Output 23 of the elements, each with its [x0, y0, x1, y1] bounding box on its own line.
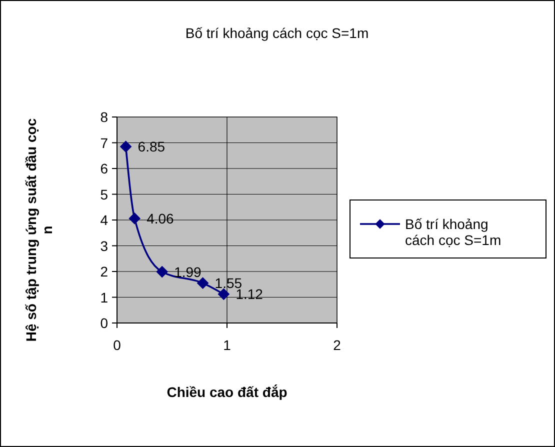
- point: [196, 277, 209, 290]
- y-tick-label: 0: [100, 315, 108, 331]
- y-tick-label: 7: [100, 134, 108, 151]
- data-label: 4.06: [146, 210, 174, 226]
- y-tick-label: 5: [100, 186, 108, 202]
- y-tick-label: 8: [100, 109, 108, 125]
- y-tick-label: 6: [100, 160, 108, 176]
- point: [128, 212, 141, 224]
- y-tick-label: 1: [100, 289, 108, 306]
- y-tick-label: 2: [100, 264, 108, 280]
- point: [156, 266, 168, 278]
- point: [120, 140, 132, 153]
- x-tick-label: 2: [333, 337, 342, 353]
- y-tick-label: 3: [100, 238, 108, 254]
- y-axis-title: Hệ số tập trung ứng suất đầu cọc n: [23, 118, 55, 342]
- x-tick-label: 1: [223, 337, 232, 353]
- point: [218, 288, 230, 300]
- x-axis-title: Chiều cao đất đắp: [166, 384, 288, 400]
- legend-label: Bố trí khoảng cách cọc S=1m: [405, 216, 502, 248]
- y-tick-label: 4: [100, 212, 108, 228]
- data-label: 1.99: [174, 264, 202, 280]
- chart-title: Bố trí khoảng cách cọc S=1m: [185, 25, 369, 41]
- x-tick-label: 0: [113, 337, 122, 353]
